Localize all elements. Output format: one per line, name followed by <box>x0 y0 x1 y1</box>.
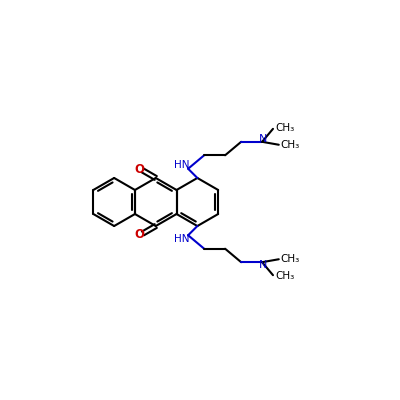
Text: CH₃: CH₃ <box>281 140 300 150</box>
Text: CH₃: CH₃ <box>275 271 294 281</box>
Text: O: O <box>134 162 144 176</box>
Text: N: N <box>259 134 268 144</box>
Text: HN: HN <box>174 234 189 244</box>
Text: CH₃: CH₃ <box>275 123 294 133</box>
Text: CH₃: CH₃ <box>281 254 300 264</box>
Text: HN: HN <box>174 160 189 170</box>
Text: N: N <box>259 260 268 270</box>
Text: O: O <box>134 228 144 242</box>
